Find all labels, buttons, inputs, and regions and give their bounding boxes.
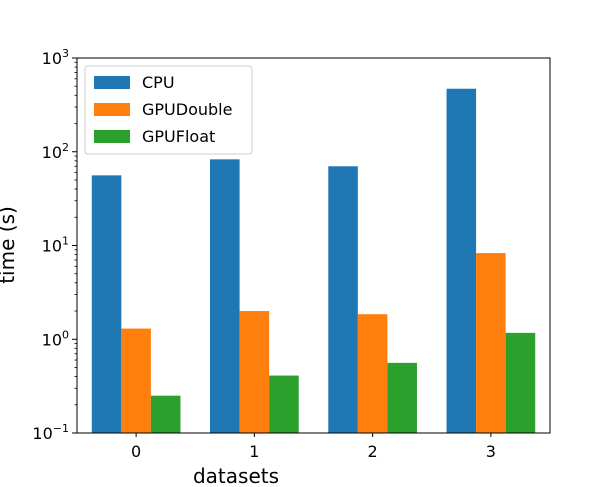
bar-cpu-3 (446, 88, 477, 434)
y-axis-label: time (s) (0, 206, 19, 284)
y-tick-label: 102 (42, 141, 69, 162)
bar-gpudouble-3 (476, 253, 506, 433)
y-tick-label: 100 (42, 328, 69, 349)
x-axis-label: datasets (193, 464, 279, 487)
bar-gpudouble-1 (239, 311, 270, 433)
y-tick-label: 10−1 (32, 422, 69, 443)
bar-cpu-0 (91, 175, 122, 434)
legend-swatch-gpufloat (94, 130, 130, 143)
y-tick-label: 103 (42, 47, 69, 68)
bar-gpufloat-2 (387, 362, 417, 433)
bar-cpu-2 (328, 166, 358, 433)
bar-gpufloat-3 (505, 332, 536, 433)
bar-gpudouble-0 (121, 328, 151, 433)
bar-gpufloat-1 (269, 375, 299, 433)
ticks-layer: 0 1 2 3 10−1 100 101 102 103 (32, 47, 496, 461)
legend-label-gpufloat: GPUFloat (142, 127, 215, 146)
legend-swatch-gpudouble (94, 103, 130, 116)
x-tick-label: 1 (249, 442, 259, 461)
x-tick-label: 0 (131, 442, 141, 461)
bar-gpudouble-2 (357, 314, 388, 433)
bar-gpufloat-0 (150, 395, 181, 433)
x-tick-label: 3 (486, 442, 496, 461)
legend-label-gpudouble: GPUDouble (142, 100, 232, 119)
legend-swatch-cpu (94, 76, 130, 89)
bar-cpu-1 (210, 159, 240, 433)
legend-label-cpu: CPU (142, 73, 175, 92)
legend: CPU GPUDouble GPUFloat (84, 65, 253, 155)
bars-layer (91, 88, 536, 434)
x-tick-label: 2 (368, 442, 378, 461)
y-tick-label: 101 (42, 235, 69, 256)
